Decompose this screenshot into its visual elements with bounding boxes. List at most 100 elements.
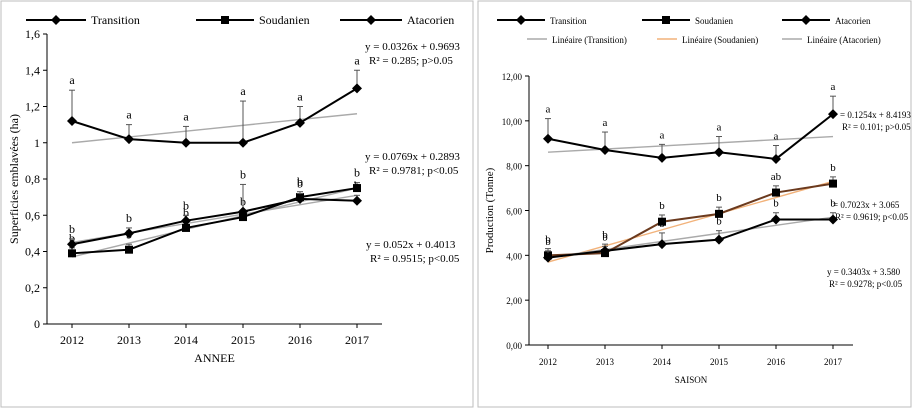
data-point — [714, 234, 724, 245]
trendline — [547, 135, 834, 153]
y-tick-label: 0 — [34, 317, 40, 331]
x-tick-label: 2016 — [767, 357, 786, 367]
significance-letter: b — [126, 211, 132, 225]
trendline — [547, 216, 834, 259]
trend-equation: = 0.7023x + 3.065 — [833, 200, 900, 210]
y-axis-label: Production (Tonne) — [484, 167, 496, 253]
y-tick-label: 0,4 — [25, 245, 40, 259]
significance-letter: b — [69, 222, 75, 236]
data-point — [771, 214, 781, 225]
x-tick-label: 2012 — [539, 357, 557, 367]
x-axis-label: SAISON — [675, 375, 708, 385]
significance-letter: b — [659, 200, 665, 212]
data-point — [181, 137, 191, 148]
trend-r2: R² = 0.9515; p<0.05 — [370, 253, 460, 265]
legend-label: Linéaire (Transition) — [552, 35, 627, 45]
trend-equation: y = 0.052x + 0.4013 — [366, 239, 456, 251]
significance-letter: b — [602, 229, 608, 241]
series-line — [547, 218, 833, 259]
legend-marker — [51, 15, 61, 25]
trend-r2: R² = 0.9619; p<0.05 — [835, 212, 909, 222]
x-tick-label: 2017 — [345, 333, 369, 347]
trend-r2: R² = 0.285; p>0.05 — [369, 55, 453, 67]
data-point — [828, 109, 838, 120]
significance-letter: a — [717, 122, 722, 134]
significance-letter: b — [659, 218, 665, 230]
legend-label: Soudanien — [259, 13, 310, 27]
significance-letter: b — [183, 206, 189, 220]
data-point — [658, 217, 666, 226]
x-tick-label: 2017 — [824, 357, 843, 367]
data-point — [353, 184, 361, 193]
data-point — [352, 83, 362, 94]
significance-letter: a — [183, 109, 189, 123]
y-tick-label: 0,2 — [25, 281, 40, 295]
significance-letter: b — [69, 231, 75, 245]
trend-r2: R² = 0.9278; p<0.05 — [829, 279, 903, 289]
data-point — [657, 152, 667, 163]
area-chart: 0 0,2 0,4 0,6 0,8 1 1,2 1,4 1,6 2012 2013 2014 2015 2… — [0, 0, 474, 408]
data-point — [600, 144, 610, 155]
x-axis-label: ANNEE — [194, 351, 235, 365]
y-tick-label: 0,00 — [506, 341, 522, 351]
significance-letter: b — [354, 178, 360, 192]
significance-letter: b — [830, 162, 836, 174]
significance-letter: ab — [771, 171, 782, 183]
y-tick-label: 1,2 — [25, 100, 40, 114]
series-line — [71, 87, 358, 144]
data-point — [543, 133, 553, 144]
legend-marker — [516, 15, 526, 25]
significance-letter: b — [545, 234, 551, 246]
data-point — [239, 213, 247, 222]
significance-letter: b — [773, 198, 779, 210]
y-tick-label: 12,00 — [502, 72, 523, 82]
data-point — [771, 153, 781, 164]
x-tick-label: 2013 — [596, 357, 615, 367]
significance-letter: b — [240, 167, 246, 181]
data-point — [295, 117, 305, 128]
significance-letter: a — [240, 84, 246, 98]
y-tick-label: 1 — [34, 136, 40, 150]
data-point — [352, 195, 362, 206]
significance-letter: a — [354, 53, 360, 67]
series-line — [71, 197, 358, 246]
data-point — [714, 147, 724, 158]
series-line — [547, 113, 834, 160]
data-point — [828, 214, 838, 225]
legend-label: Soudanien — [695, 16, 733, 26]
significance-letter: b — [354, 166, 360, 180]
legend-label: Linéaire (Atacorien) — [807, 35, 881, 45]
production-chart: 0,00 2,00 4,00 6,00 8,00 10,00 12,00 2012 2013 20… — [477, 0, 912, 408]
y-tick-label: 2,00 — [506, 296, 522, 306]
production-chart-panel: 0,00 2,00 4,00 6,00 8,00 10,00 12,00 2012 2013 20… — [477, 0, 912, 410]
data-point — [124, 228, 134, 239]
trend-equation: y = 0.3403x + 3.580 — [827, 267, 901, 277]
chart-frame — [0, 0, 474, 408]
significance-letter: b — [830, 198, 836, 210]
significance-letter: a — [660, 129, 665, 141]
legend-marker — [221, 16, 229, 24]
trend-r2: R² = 0.9781; p<0.05 — [369, 165, 459, 177]
trendline — [547, 180, 834, 263]
y-tick-label: 10,00 — [502, 117, 523, 127]
data-point — [238, 137, 248, 148]
data-point — [125, 245, 133, 254]
legend-label: Linéaire (Soudanien) — [682, 35, 758, 45]
trend-equation: y = 0.0769x + 0.2893 — [365, 151, 460, 163]
legend-label: Transition — [550, 16, 587, 26]
significance-letter: b — [716, 192, 722, 204]
significance-letter: a — [831, 81, 836, 93]
data-point — [181, 215, 191, 226]
legend-marker — [366, 15, 376, 25]
data-point — [182, 223, 190, 232]
significance-letter: b — [297, 177, 303, 191]
significance-letter: a — [297, 90, 303, 104]
trend-equation: = 0.1254x + 8.4193 — [840, 110, 911, 120]
significance-letter: b — [716, 216, 722, 228]
data-point — [829, 179, 837, 188]
data-point — [657, 239, 667, 250]
x-tick-label: 2014 — [653, 357, 672, 367]
legend-marker — [801, 15, 811, 25]
data-point — [67, 116, 77, 126]
significance-letter: a — [603, 117, 608, 129]
